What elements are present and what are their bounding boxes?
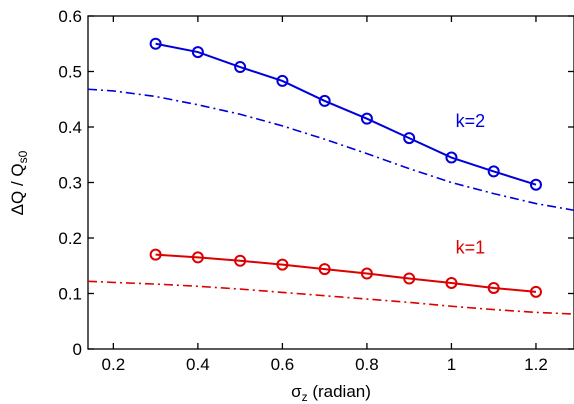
data-point bbox=[529, 178, 542, 191]
series-line-0 bbox=[155, 42, 537, 186]
series-layer bbox=[87, 37, 574, 315]
data-point bbox=[234, 61, 247, 74]
x-axis-label-sub: z bbox=[302, 390, 308, 404]
data-point bbox=[191, 251, 204, 264]
y-tick-label: 0 bbox=[73, 340, 82, 359]
data-point bbox=[487, 281, 500, 294]
tick-layer: 0.2 0.4 0.6 0.8 1 1.2 0 0.1 0.2 0.3 0.4 0.5 0.6 bbox=[58, 7, 574, 374]
series-dashdot-line-1 bbox=[87, 88, 574, 212]
data-point bbox=[149, 37, 162, 50]
data-point bbox=[529, 285, 542, 298]
series-annotation: k=1 bbox=[456, 238, 486, 258]
x-axis-label: σz (radian) bbox=[291, 382, 371, 404]
y-tick-label: 0.5 bbox=[58, 63, 82, 82]
y-tick-label: 0.3 bbox=[58, 174, 82, 193]
x-tick-label: 1 bbox=[447, 355, 456, 374]
y-tick-label: 0.6 bbox=[58, 7, 82, 26]
plot-frame bbox=[87, 15, 574, 350]
x-tick-label: 0.2 bbox=[102, 355, 126, 374]
x-tick-label: 0.6 bbox=[271, 355, 295, 374]
x-axis-label-main: σ bbox=[291, 382, 302, 401]
series-line-2 bbox=[155, 253, 537, 293]
data-point bbox=[191, 46, 204, 59]
data-point bbox=[403, 272, 416, 285]
y-tick-label: 0.2 bbox=[58, 229, 82, 248]
annotation-layer: k=2 k=1 bbox=[456, 111, 486, 258]
data-point bbox=[276, 74, 289, 87]
x-axis-label-rest: (radian) bbox=[308, 382, 371, 401]
data-point bbox=[360, 267, 373, 280]
y-tick-label: 0.4 bbox=[58, 118, 82, 137]
data-point bbox=[318, 263, 331, 276]
data-point bbox=[445, 151, 458, 164]
data-point bbox=[149, 248, 162, 261]
y-axis-label-main: ΔQ / Q bbox=[8, 163, 27, 215]
data-point bbox=[360, 112, 373, 125]
x-tick-label: 0.4 bbox=[186, 355, 210, 374]
series-annotation: k=2 bbox=[456, 111, 486, 131]
data-point bbox=[318, 94, 331, 107]
data-point bbox=[234, 254, 247, 267]
data-point bbox=[276, 258, 289, 271]
x-tick-label: 1.2 bbox=[524, 355, 548, 374]
data-point bbox=[403, 132, 416, 145]
y-tick-label: 0.1 bbox=[58, 285, 82, 304]
data-point bbox=[487, 165, 500, 178]
series-dashdot-line-3 bbox=[87, 280, 574, 315]
data-point bbox=[445, 276, 458, 289]
y-axis-label: ΔQ / Qs0 bbox=[8, 150, 30, 215]
y-axis-label-sub: s0 bbox=[16, 150, 30, 163]
x-tick-label: 0.8 bbox=[355, 355, 379, 374]
